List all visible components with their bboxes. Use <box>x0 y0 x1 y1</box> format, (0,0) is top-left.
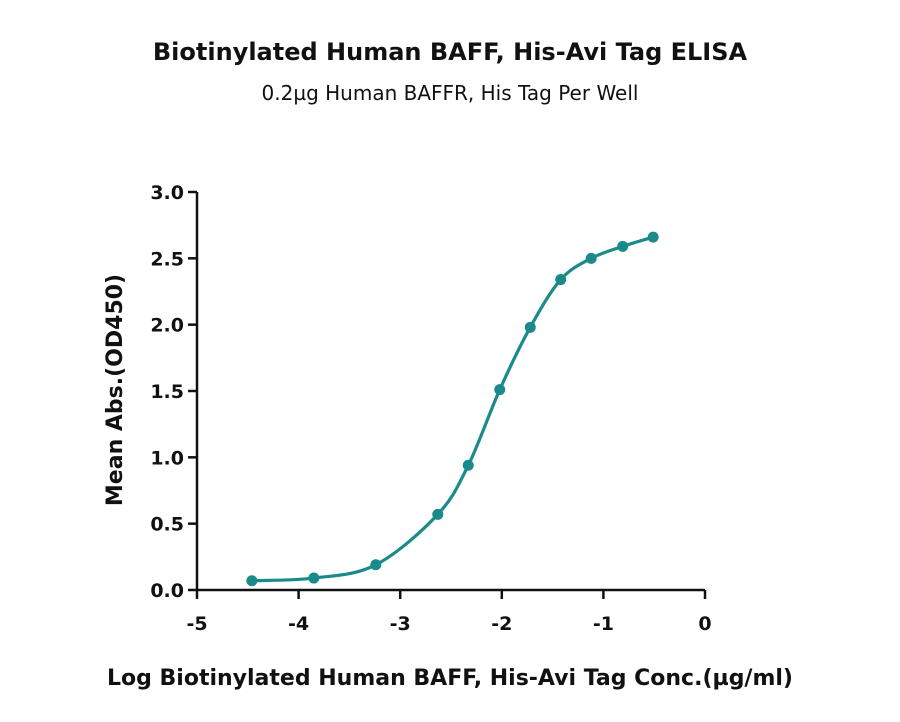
x-axis-label: Log Biotinylated Human BAFF, His-Avi Tag… <box>107 666 793 691</box>
x-ticks: -5 -4 -3 -2 -1 0 <box>186 590 712 635</box>
x-tick-label: -5 <box>186 613 207 635</box>
x-tick-label: -1 <box>593 613 614 635</box>
axes <box>195 192 705 592</box>
chart-subtitle: 0.2µg Human BAFFR, His Tag Per Well <box>262 81 639 105</box>
y-axis-label: Mean Abs.(OD450) <box>103 274 128 506</box>
y-tick-label: 0.0 <box>150 580 184 602</box>
data-point <box>647 231 659 243</box>
x-tick-label: 0 <box>698 613 711 635</box>
series <box>246 231 659 587</box>
data-point <box>524 321 536 333</box>
data-point <box>370 559 382 571</box>
chart-title: Biotinylated Human BAFF, His-Avi Tag ELI… <box>153 38 748 66</box>
data-point <box>617 240 629 252</box>
data-point <box>246 575 258 587</box>
y-tick-label: 3.0 <box>150 182 184 204</box>
y-tick-label: 0.5 <box>150 514 184 536</box>
y-ticks: 0.0 0.5 1.0 1.5 2.0 2.5 3.0 <box>150 182 197 602</box>
y-tick-label: 1.0 <box>150 447 184 469</box>
data-point <box>308 572 320 584</box>
y-tick-label: 1.5 <box>150 381 184 403</box>
data-point <box>494 384 506 396</box>
fit-curve <box>250 235 655 583</box>
x-tick-label: -2 <box>491 613 512 635</box>
data-point <box>585 252 597 264</box>
data-point <box>555 274 567 286</box>
x-tick-label: -3 <box>390 613 411 635</box>
x-tick-label: -4 <box>288 613 309 635</box>
data-point <box>432 508 444 520</box>
y-tick-label: 2.5 <box>150 248 184 270</box>
y-tick-label: 2.0 <box>150 315 184 337</box>
data-point <box>462 459 474 471</box>
